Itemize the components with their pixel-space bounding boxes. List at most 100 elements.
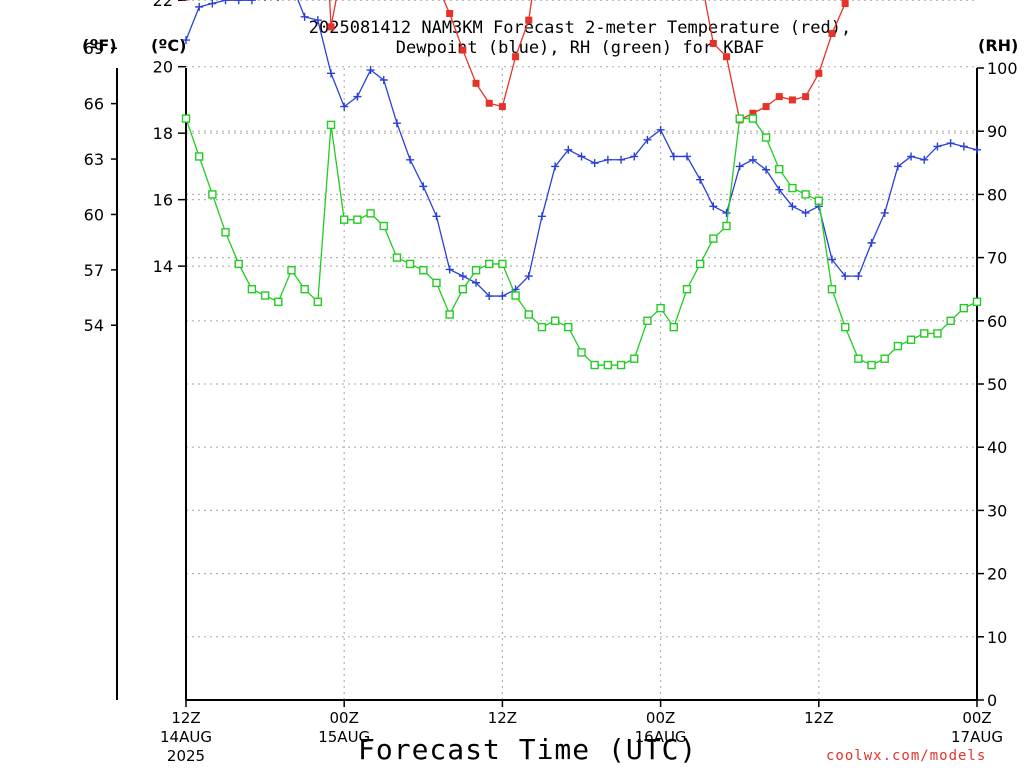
rh-point — [788, 183, 797, 193]
rh-point — [392, 253, 402, 262]
rh-point — [287, 266, 296, 275]
rh-point — [880, 354, 889, 363]
dewpoint-point — [445, 265, 454, 274]
x-axis-title: Forecast Time (UTC) — [358, 733, 698, 766]
rh-point — [432, 278, 441, 288]
rh-point — [590, 360, 599, 370]
dewpoint-point — [406, 155, 415, 164]
fahrenheit-tick-label: 72 — [84, 0, 104, 3]
dewpoint-point — [590, 159, 599, 168]
rh-point — [221, 228, 230, 237]
x-tick-label: 2025 — [167, 747, 205, 765]
temperature-point — [485, 99, 493, 107]
rh-point — [695, 259, 705, 269]
rh-point — [208, 190, 217, 199]
temperature-point — [802, 93, 810, 101]
dewpoint-point — [735, 162, 744, 171]
fahrenheit-tick-label: 60 — [84, 205, 104, 224]
x-tick-label: 12Z — [488, 709, 517, 727]
dewpoint-point — [277, 0, 279, 1]
x-tick-label: 15AUG — [318, 728, 370, 746]
rh-point — [735, 114, 744, 123]
x-tick-label: 00Z — [330, 709, 359, 727]
rh-point — [814, 196, 823, 205]
rh-point — [616, 360, 626, 370]
fahrenheit-axis-unit: (ºF) — [82, 36, 117, 55]
rh-tick-label: 60 — [987, 312, 1007, 331]
rh-point — [669, 322, 678, 332]
rh-point — [972, 297, 982, 307]
credit-label: coolwx.com/models — [826, 748, 987, 764]
rh-point — [366, 209, 375, 218]
temperature-point — [709, 39, 717, 47]
dewpoint-point — [432, 212, 441, 221]
celsius-tick-label: 22 — [153, 0, 173, 10]
temperature-point — [775, 93, 783, 101]
dewpoint-point — [630, 152, 639, 161]
rh-tick-label: 100 — [987, 59, 1018, 78]
fahrenheit-tick-label: 54 — [84, 316, 104, 335]
dewpoint-point — [234, 0, 243, 5]
dewpoint-point — [264, 0, 266, 1]
dewpoint-point — [300, 12, 309, 21]
x-tick-label: 17AUG — [951, 728, 1003, 746]
dewpoint-point — [907, 152, 916, 161]
fahrenheit-tick-label: 57 — [84, 261, 104, 280]
x-tick-label: 14AUG — [160, 728, 212, 746]
rh-point — [775, 164, 784, 174]
rh-tick-label: 10 — [987, 628, 1007, 647]
dewpoint-point — [313, 16, 322, 25]
temperature-point — [512, 53, 520, 61]
dewpoint-point — [801, 208, 810, 217]
dewpoint-point — [656, 125, 665, 134]
dewpoint-point — [973, 145, 981, 154]
dewpoint-point — [775, 185, 784, 194]
temperature-point — [762, 103, 770, 111]
dewpoint-point — [392, 119, 401, 128]
rh-point — [405, 259, 415, 269]
rh-point — [445, 310, 454, 319]
temperature-point — [788, 96, 796, 104]
dewpoint-point — [669, 152, 678, 161]
celsius-tick-label: 20 — [153, 58, 173, 77]
celsius-tick-label: 18 — [153, 124, 173, 143]
rh-point — [300, 285, 309, 294]
rh-point — [840, 322, 850, 332]
rh-tick-label: 0 — [987, 691, 997, 710]
x-tick-label: 12Z — [804, 709, 833, 727]
dewpoint-point — [827, 255, 836, 264]
temperature-point — [498, 103, 506, 111]
temperature-point — [472, 79, 480, 87]
dewpoint-point — [458, 272, 467, 281]
dewpoint-point — [208, 0, 217, 8]
dewpoint-point — [946, 139, 955, 148]
rh-point — [234, 259, 243, 269]
rh-point — [458, 285, 468, 294]
dewpoint-point — [762, 165, 771, 174]
rh-point — [340, 215, 349, 224]
dewpoint-point — [340, 102, 349, 111]
rh-point — [577, 348, 586, 357]
rh-point — [867, 360, 876, 370]
dewpoint-point — [696, 175, 705, 184]
dewpoint-point — [959, 142, 968, 151]
temperature-point — [327, 23, 335, 31]
dewpoint-point — [709, 202, 718, 211]
dewpoint-point — [788, 202, 797, 211]
rh-point — [946, 316, 955, 325]
rh-point — [748, 114, 758, 123]
rh-point — [682, 285, 692, 294]
rh-point — [893, 341, 903, 351]
dewpoint-point — [366, 66, 375, 75]
dewpoint-point — [247, 0, 256, 5]
dewpoint-point — [867, 238, 876, 247]
rh-point — [511, 291, 520, 300]
dewpoint-line — [185, 0, 978, 297]
dewpoint-point — [603, 155, 612, 164]
temperature-point — [815, 69, 823, 77]
dewpoint-point — [419, 182, 428, 191]
dewpoint-point — [327, 69, 336, 78]
rh-point — [537, 322, 547, 332]
dewpoint-point — [854, 272, 863, 281]
rh-point — [485, 259, 494, 269]
